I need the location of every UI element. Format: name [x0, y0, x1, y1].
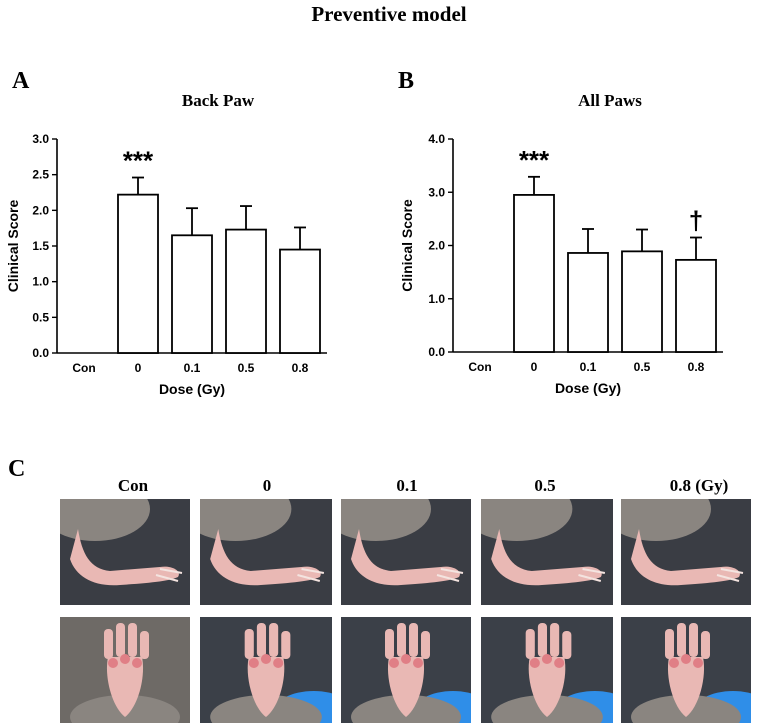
- x-tick-label: 0.5: [238, 361, 255, 375]
- y-tick-label: 4.0: [428, 132, 445, 146]
- significance-marker: †: [689, 206, 703, 236]
- panel-label-a: A: [12, 68, 30, 94]
- photo-label-0-1: 0.1: [396, 476, 418, 495]
- photo-label-0-8: 0.8 (Gy): [669, 476, 729, 495]
- x-tick-label: Con: [468, 360, 491, 374]
- y-tick-label: 2.0: [428, 239, 445, 253]
- photo-label-con: Con: [117, 476, 149, 495]
- y-tick-label: 1.5: [32, 239, 49, 253]
- x-tick-label: 0.8: [292, 361, 309, 375]
- chart-all-paws: 0.0 1.0 2.0 3.0 4.0 Con *** 0 0.1 0.5 † 0.8 Dose (Gy…: [399, 132, 723, 396]
- y-tick-label: 1.0: [32, 275, 49, 289]
- bar-0: [117, 193, 159, 354]
- panel-label-c: C: [8, 456, 26, 482]
- x-tick-label: 0: [531, 360, 538, 374]
- bar-0.1: [567, 252, 609, 353]
- side-view-photo-4: [621, 499, 751, 605]
- figure-title: Preventive model: [311, 2, 467, 26]
- y-tick-label: 3.0: [428, 185, 445, 199]
- x-tick-label: 0.1: [184, 361, 201, 375]
- photo-label-0: 0: [262, 476, 272, 495]
- chart-b-title: All Paws: [578, 91, 642, 110]
- y-tick-label: 2.5: [32, 168, 49, 182]
- y-tick-label: 0.0: [428, 345, 445, 359]
- x-tick-label: 0.8: [688, 360, 705, 374]
- y-tick-label: 0.5: [32, 310, 49, 324]
- x-tick-label: 0.5: [634, 360, 651, 374]
- chart-back-paw: 0.0 0.5 1.0 1.5 2.0 2.5 3.0 Con *** 0 0.1 0.5 0.8 Dos…: [5, 132, 327, 397]
- bar-0.5: [621, 250, 663, 353]
- chart-a-title: Back Paw: [181, 91, 255, 110]
- y-axis-label: Clinical Score: [5, 199, 21, 292]
- y-tick-label: 3.0: [32, 132, 49, 146]
- plantar-view-photo-4: [621, 617, 751, 723]
- plantar-view-photo-3: [481, 617, 613, 723]
- bar-0.1: [171, 234, 213, 354]
- x-tick-label: 0: [135, 361, 142, 375]
- panel-label-b: B: [398, 68, 415, 94]
- significance-marker: ***: [123, 146, 154, 176]
- plantar-view-photo-2: [341, 617, 471, 723]
- x-axis-label: Dose (Gy): [555, 380, 621, 396]
- plantar-view-photo-1: [200, 617, 332, 723]
- y-tick-label: 2.0: [32, 203, 49, 217]
- side-view-photo-2: [341, 499, 471, 605]
- x-tick-label: Con: [72, 361, 95, 375]
- bar-0.8: [279, 248, 321, 354]
- side-view-photo-3: [481, 499, 613, 605]
- x-tick-label: 0.1: [580, 360, 597, 374]
- plantar-view-photo-0: [60, 617, 190, 723]
- significance-marker: ***: [519, 145, 550, 175]
- bar-0: [513, 194, 555, 353]
- side-view-photo-1: [200, 499, 332, 605]
- side-view-photo-0: [60, 499, 190, 605]
- bar-0.8: [675, 258, 717, 353]
- y-tick-label: 1.0: [428, 292, 445, 306]
- y-axis-label: Clinical Score: [399, 199, 415, 292]
- photo-label-0-5: 0.5: [534, 476, 556, 495]
- y-tick-label: 0.0: [32, 346, 49, 360]
- x-axis-label: Dose (Gy): [159, 381, 225, 397]
